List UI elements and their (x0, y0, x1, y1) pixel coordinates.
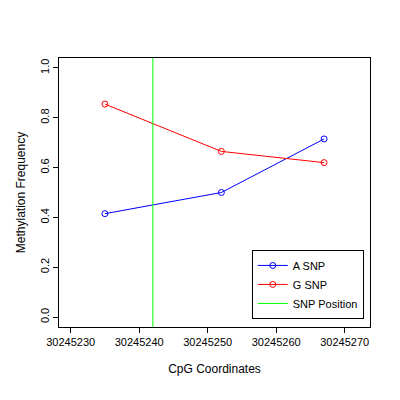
svg-text:0.0: 0.0 (39, 308, 51, 323)
svg-text:1.0: 1.0 (39, 59, 51, 74)
svg-text:30245260: 30245260 (252, 336, 301, 348)
svg-text:G SNP: G SNP (293, 279, 327, 291)
svg-text:Methylation Frequency: Methylation Frequency (14, 132, 28, 253)
svg-text:0.8: 0.8 (39, 108, 51, 123)
svg-text:0.4: 0.4 (39, 208, 51, 223)
svg-text:CpG Coordinates: CpG Coordinates (168, 362, 261, 376)
svg-text:SNP Position: SNP Position (293, 298, 358, 310)
svg-text:0.2: 0.2 (39, 258, 51, 273)
svg-text:30245240: 30245240 (115, 336, 164, 348)
svg-text:A SNP: A SNP (293, 260, 325, 272)
svg-text:0.6: 0.6 (39, 158, 51, 173)
svg-text:30245230: 30245230 (46, 336, 95, 348)
svg-text:30245270: 30245270 (320, 336, 369, 348)
svg-text:30245250: 30245250 (183, 336, 232, 348)
